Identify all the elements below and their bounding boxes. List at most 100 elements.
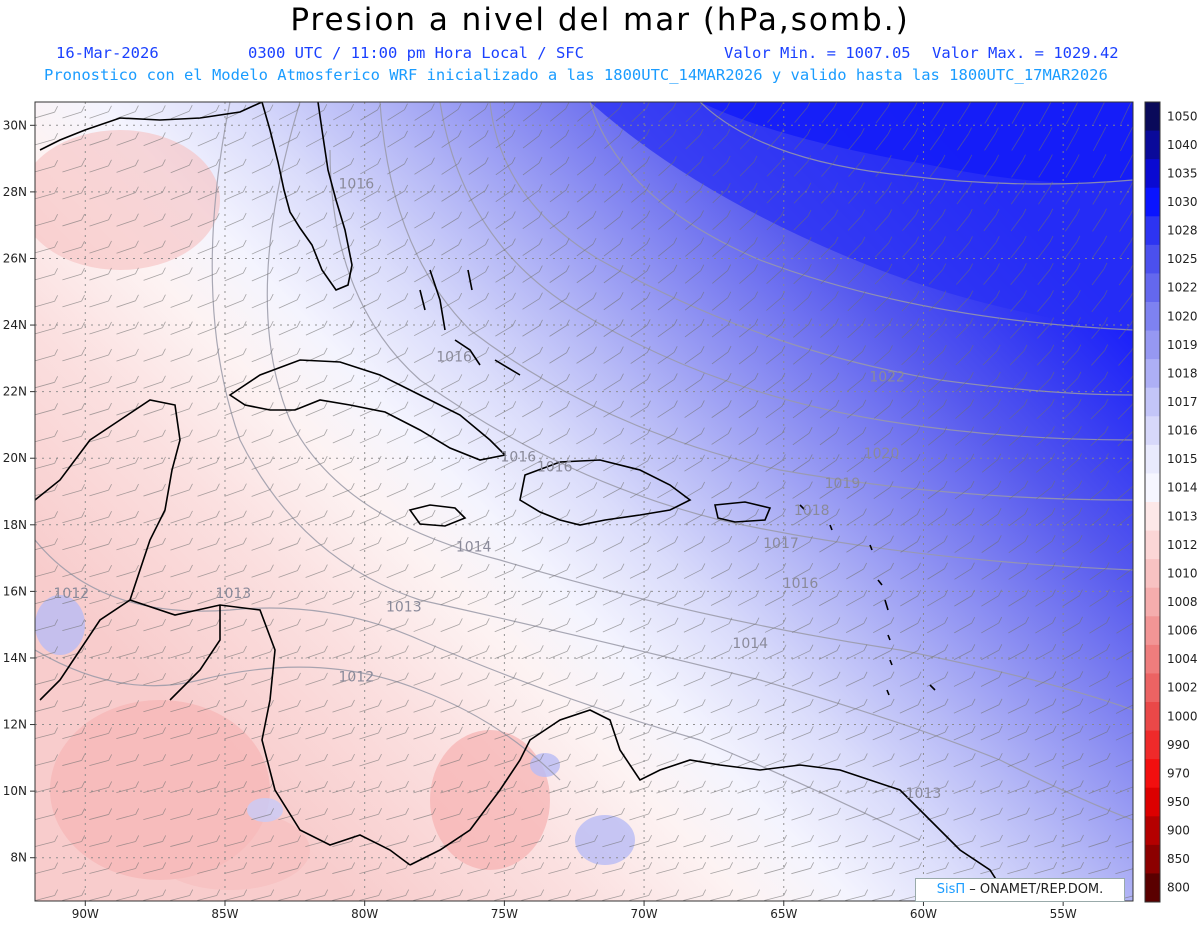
wind-barb bbox=[1009, 404, 1025, 420]
wind-barb-flag bbox=[1049, 181, 1053, 188]
wind-barb-flag bbox=[324, 808, 328, 815]
wind-barb-flag bbox=[648, 780, 652, 788]
wind-barb-flag bbox=[1050, 317, 1055, 324]
colorbar-label: 1040 bbox=[1167, 138, 1198, 152]
wind-barb-flag bbox=[1080, 807, 1084, 814]
wind-barb-flag bbox=[540, 726, 544, 733]
wind-barb-flag bbox=[863, 535, 867, 542]
wind-barb-flag bbox=[513, 889, 518, 896]
wind-barb-flag bbox=[619, 319, 624, 326]
wind-barb-flag bbox=[1048, 102, 1052, 107]
wind-barb-flag bbox=[944, 617, 949, 624]
wind-barb bbox=[441, 136, 459, 148]
wind-barb bbox=[89, 435, 109, 443]
wind-barb-flag bbox=[297, 591, 301, 598]
wind-barb bbox=[116, 165, 136, 173]
wind-barb bbox=[549, 189, 567, 203]
wind-barb-flag bbox=[323, 104, 328, 111]
wind-barb-flag bbox=[727, 318, 732, 326]
colorbar-swatch bbox=[1145, 502, 1160, 532]
wind-barb bbox=[467, 488, 487, 498]
wind-barb-flag bbox=[889, 372, 893, 379]
wind-barb bbox=[387, 109, 405, 121]
wind-barb-flag bbox=[350, 428, 355, 436]
wind-barb bbox=[712, 134, 728, 150]
wind-barb bbox=[957, 133, 969, 151]
wind-barb bbox=[197, 435, 217, 443]
wind-barb-flag bbox=[566, 482, 571, 489]
wind-barb-flag bbox=[404, 482, 409, 490]
wind-barb bbox=[116, 300, 136, 308]
wind-barb-flag bbox=[216, 672, 220, 680]
wind-barb bbox=[305, 895, 325, 901]
wind-barb bbox=[170, 543, 190, 551]
wind-barb-flag bbox=[323, 401, 328, 409]
wind-barb-flag bbox=[324, 726, 328, 734]
wind-barb-flag bbox=[1076, 181, 1080, 188]
wind-barb-flag bbox=[567, 726, 571, 733]
wind-barb-flag bbox=[1077, 344, 1082, 351]
wind-barb-flag bbox=[592, 183, 597, 191]
wind-barb bbox=[657, 487, 675, 499]
wind-barb bbox=[899, 758, 919, 768]
wind-barb-flag bbox=[647, 672, 652, 679]
wind-barb-flag bbox=[162, 645, 166, 653]
wind-barb bbox=[550, 108, 566, 122]
wind-barb-flag bbox=[862, 399, 867, 407]
wind-barb-flag bbox=[54, 268, 58, 275]
wind-barb-flag bbox=[512, 428, 517, 435]
wind-barb-flag bbox=[351, 672, 355, 679]
wind-barb-flag bbox=[647, 481, 652, 489]
wind-barb bbox=[845, 813, 865, 821]
wind-barb bbox=[984, 133, 996, 151]
wind-barb bbox=[630, 460, 648, 472]
wind-barb-flag bbox=[620, 346, 624, 353]
wind-barb-flag bbox=[377, 510, 382, 517]
wind-barb-flag bbox=[1079, 616, 1083, 624]
wind-barb-flag bbox=[700, 318, 705, 326]
wind-barb bbox=[224, 435, 244, 443]
wind-barb bbox=[982, 323, 998, 339]
wind-barb-flag bbox=[753, 182, 758, 190]
wind-barb-flag bbox=[296, 456, 301, 463]
wind-barb-flag bbox=[728, 563, 733, 570]
colorbar-label: 1020 bbox=[1167, 309, 1198, 323]
wind-barb bbox=[197, 597, 217, 605]
wind-barb bbox=[413, 786, 433, 794]
wind-barb-flag bbox=[998, 725, 1003, 733]
wind-barb bbox=[1088, 676, 1108, 688]
wind-barb-flag bbox=[941, 154, 946, 162]
wind-barb-flag bbox=[269, 239, 274, 247]
wind-barb-flag bbox=[405, 808, 409, 815]
wind-barb-flag bbox=[890, 671, 895, 678]
wind-barb-flag bbox=[135, 429, 139, 437]
wind-barb-flag bbox=[916, 345, 920, 352]
wind-barb bbox=[629, 542, 649, 552]
wind-barb bbox=[386, 515, 406, 525]
wind-barb-flag bbox=[970, 508, 975, 515]
wind-barb-flag bbox=[431, 618, 436, 625]
wind-barb-flag bbox=[459, 862, 464, 869]
wind-barb-flag bbox=[458, 563, 463, 571]
wind-barb bbox=[522, 352, 540, 364]
wind-barb-flag bbox=[54, 133, 58, 140]
wind-barb bbox=[468, 190, 486, 202]
wind-barb bbox=[602, 759, 622, 767]
wind-barb bbox=[413, 624, 433, 632]
wind-barb-flag bbox=[1049, 235, 1054, 243]
wind-barb-flag bbox=[593, 427, 598, 435]
wind-barb-flag bbox=[216, 591, 220, 599]
wind-barb-flag bbox=[459, 753, 463, 761]
colorbar-swatch bbox=[1145, 302, 1160, 332]
wind-barb-flag bbox=[942, 344, 947, 352]
wind-barb-flag bbox=[162, 591, 166, 599]
contour-label: 1013 bbox=[386, 599, 422, 615]
wind-barb-flag bbox=[431, 455, 436, 462]
wind-barb bbox=[386, 786, 406, 794]
wind-barb-flag bbox=[1024, 507, 1029, 515]
wind-barb-flag bbox=[728, 481, 732, 489]
wind-barb-flag bbox=[619, 237, 624, 245]
wind-barb-flag bbox=[1022, 154, 1026, 161]
wind-barb bbox=[872, 731, 892, 741]
wind-barb-flag bbox=[54, 160, 58, 167]
